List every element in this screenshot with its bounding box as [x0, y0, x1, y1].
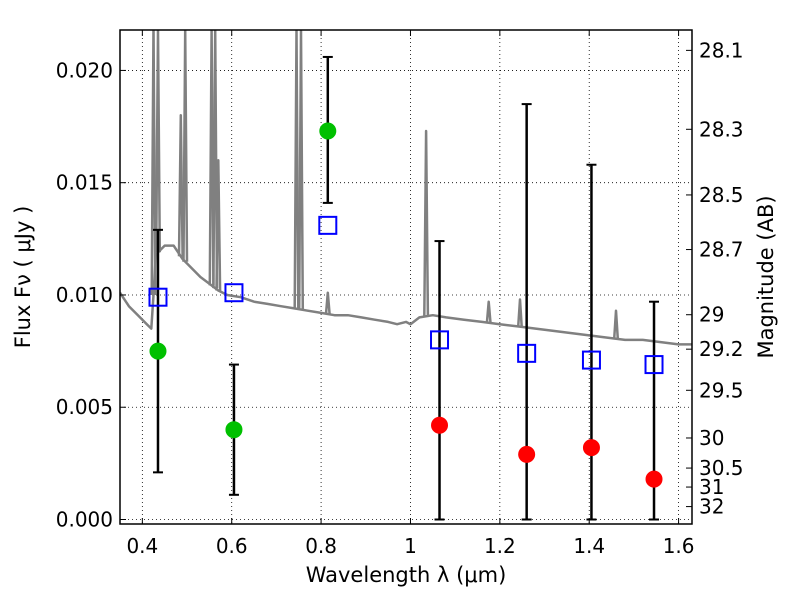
plot-frame [119, 29, 693, 525]
model-square-marker [581, 350, 601, 370]
spectrum-emission-line [423, 129, 430, 317]
red-circle-marker [645, 470, 663, 488]
model-square-marker [430, 330, 450, 350]
red-circle-marker [518, 445, 536, 463]
y2-tick-label: 29.5 [699, 378, 744, 402]
spectrum-emission-line [516, 298, 523, 327]
data-markers [148, 122, 664, 488]
spectrum-emission-line [150, 30, 157, 296]
y-tick-label: 0.005 [56, 395, 113, 419]
spectrum-emission-line [154, 30, 162, 253]
x-tick-label: 0.4 [126, 534, 158, 558]
y-tick-label: 0.015 [56, 171, 113, 195]
spectrum-emission-line [182, 30, 189, 262]
green-circle-marker [225, 421, 243, 439]
x-tick-label: 1.6 [663, 534, 695, 558]
spectrum-emission-line [485, 300, 492, 323]
model-square-marker [318, 215, 338, 235]
green-circle-marker [149, 342, 167, 360]
red-circle-marker [431, 416, 449, 434]
spectrum-emission-line [297, 30, 305, 310]
y2-tick-label: 28.7 [699, 238, 744, 262]
y2-tick-label: 32 [699, 495, 724, 519]
spectrum-emission-line [215, 158, 222, 291]
y2-tick-label: 28.1 [699, 38, 744, 62]
red-circle-marker [582, 439, 600, 457]
x-axis-label: Wavelength λ (μm) [306, 563, 507, 587]
spectrum-emission-line [293, 30, 300, 309]
model-square-marker [148, 287, 168, 307]
green-circle-marker [319, 122, 337, 140]
template-spectrum [120, 30, 692, 346]
spectrum-continuum [120, 244, 692, 346]
spectrum-emission-line [324, 291, 331, 315]
y2-tick-label: 30 [699, 426, 724, 450]
x-tick-label: 1.4 [573, 534, 605, 558]
model-square-marker [644, 355, 664, 375]
x-tick-label: 1 [404, 534, 417, 558]
y-axis-label: Flux Fν ( μJy ) [11, 206, 35, 349]
y-tick-label: 0.010 [56, 283, 113, 307]
y-tick-label: 0.020 [56, 58, 113, 82]
y2-tick-label: 29 [699, 303, 724, 327]
grid [120, 30, 692, 524]
y2-tick-label: 29.2 [699, 337, 744, 361]
y2-tick-label: 28.3 [699, 117, 744, 141]
spectrum-emission-line [612, 309, 620, 339]
spectrum-emission-line [212, 30, 219, 289]
x-tick-label: 1.2 [484, 534, 516, 558]
y2-tick-label: 28.5 [699, 183, 744, 207]
x-tick-label: 0.6 [216, 534, 248, 558]
plot-background [120, 30, 692, 524]
x-axis-ticks: 0.4 0.6 0.8 1 1.2 1.4 1.6 [126, 30, 695, 558]
y2-tick-label: 30.5 [699, 456, 744, 480]
y2-axis-label: Magnitude (AB) [754, 195, 778, 358]
x-tick-label: 0.8 [305, 534, 337, 558]
y-axis-ticks: 0.000 0.005 0.010 0.015 0.020 [56, 58, 126, 532]
y-tick-label: 0.000 [56, 508, 113, 532]
model-square-marker [224, 283, 244, 303]
spectrum-emission-line [177, 114, 184, 257]
model-square-marker [517, 343, 537, 363]
y2-tick-label: 31 [699, 475, 724, 499]
